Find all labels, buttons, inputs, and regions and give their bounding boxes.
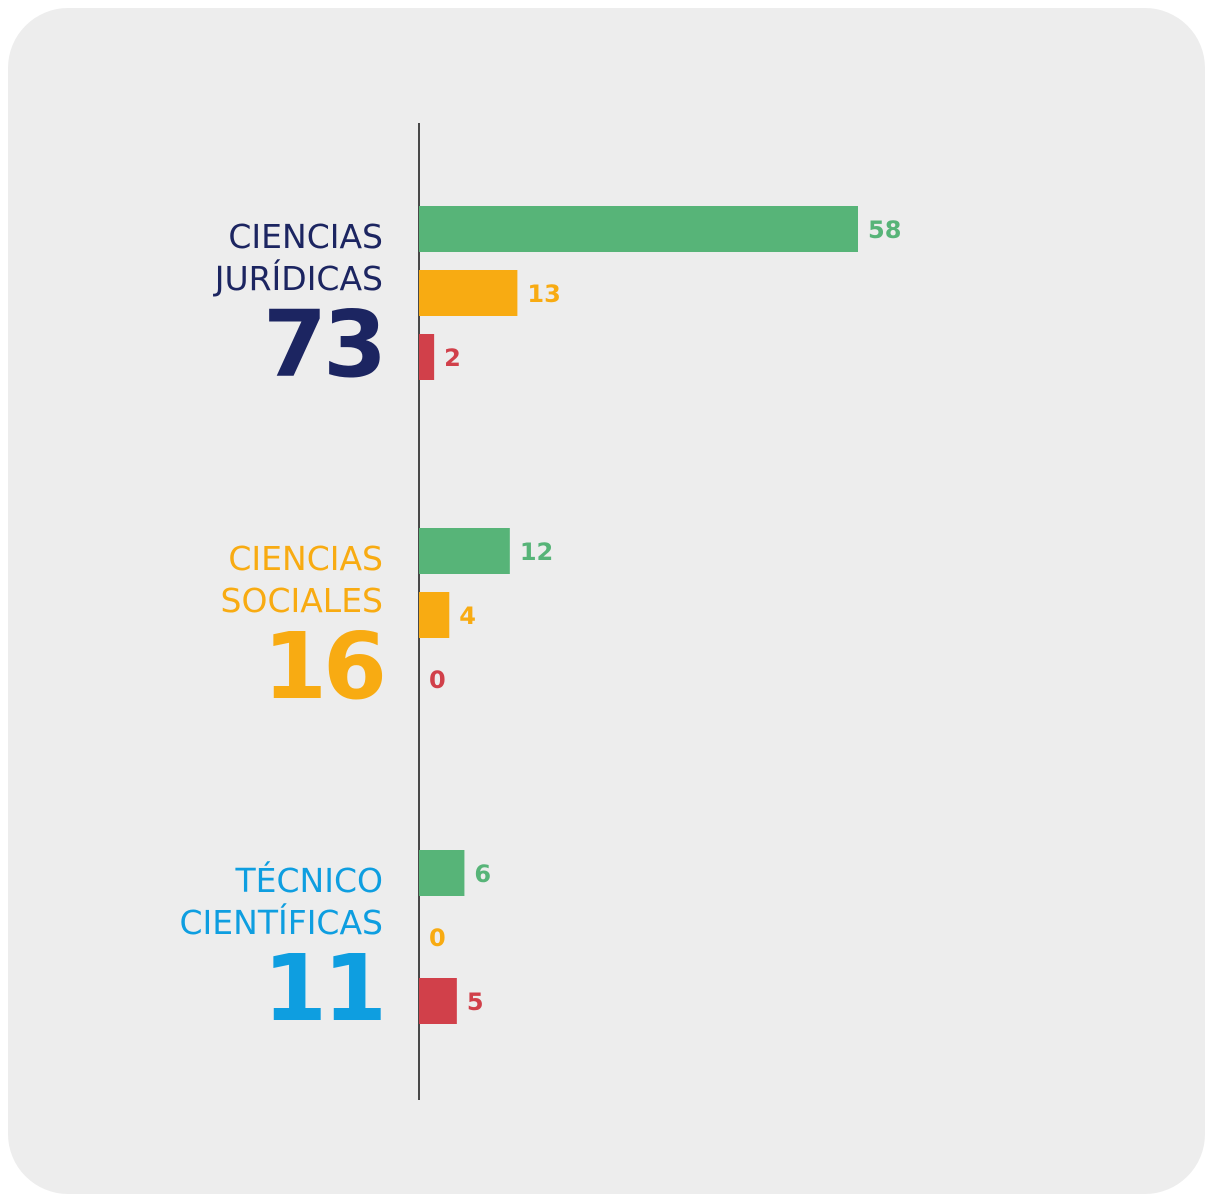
value-label: 5: [467, 988, 484, 1016]
card: [8, 8, 1205, 1194]
category-total: 16: [263, 613, 383, 720]
value-label: 6: [474, 860, 491, 888]
bar: [419, 850, 465, 896]
value-label: 0: [429, 666, 446, 694]
bar: [419, 270, 518, 316]
category-label: TÉCNICO: [235, 860, 384, 900]
value-label: 0: [429, 924, 446, 952]
bar: [419, 206, 858, 252]
category-label: CIENTÍFICAS: [180, 902, 383, 942]
value-label: 4: [459, 602, 476, 630]
value-label: 13: [527, 280, 560, 308]
bar: [419, 978, 457, 1024]
bar: [419, 334, 435, 380]
category-label: JURÍDICAS: [213, 258, 383, 298]
category-total: 11: [263, 935, 383, 1042]
value-label: 2: [444, 344, 461, 372]
value-label: 58: [868, 216, 901, 244]
category-total: 73: [263, 291, 383, 398]
value-label: 12: [520, 538, 553, 566]
category-label: CIENCIAS: [228, 539, 383, 578]
category-label: SOCIALES: [221, 581, 383, 620]
bar: [419, 592, 450, 638]
bar: [419, 528, 510, 574]
category-label: CIENCIAS: [228, 217, 383, 256]
